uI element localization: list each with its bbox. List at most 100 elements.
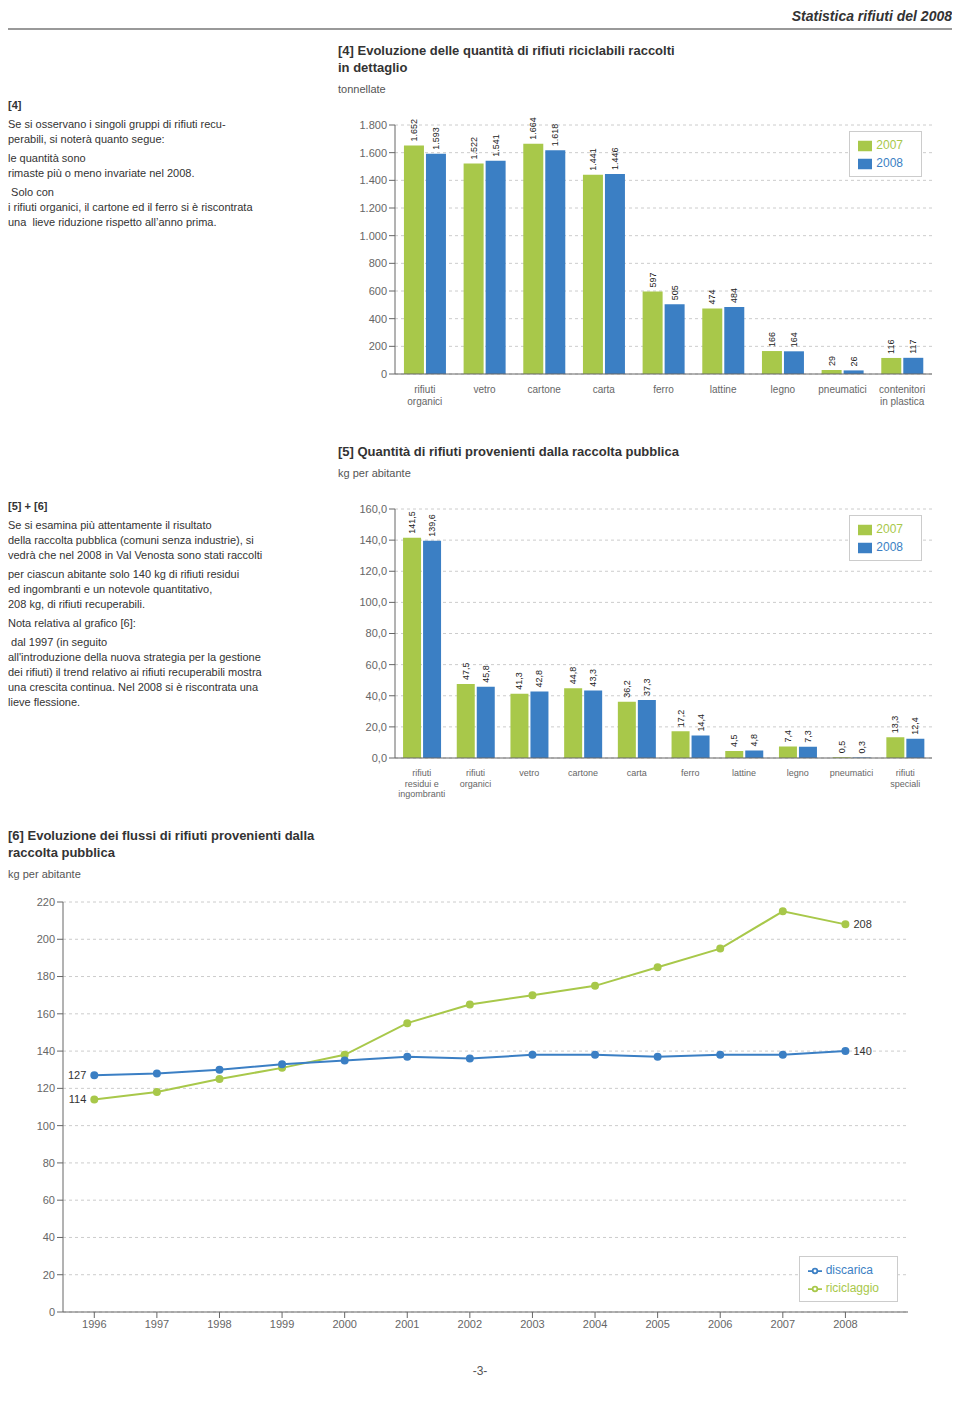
svg-text:2004: 2004 <box>583 1318 607 1330</box>
svg-text:vetro: vetro <box>519 768 539 778</box>
svg-text:1.664: 1.664 <box>528 117 538 140</box>
svg-text:1997: 1997 <box>145 1318 169 1330</box>
svg-text:ferro: ferro <box>681 768 700 778</box>
svg-text:1.618: 1.618 <box>550 124 560 147</box>
svg-text:7,4: 7,4 <box>783 730 793 743</box>
svg-text:rifiutiorganici: rifiutiorganici <box>407 384 442 407</box>
svg-text:29: 29 <box>827 356 837 366</box>
svg-text:1.000: 1.000 <box>359 230 387 242</box>
svg-text:20: 20 <box>43 1269 55 1281</box>
svg-text:0,5: 0,5 <box>837 741 847 754</box>
svg-text:1.652: 1.652 <box>409 119 419 142</box>
svg-text:2006: 2006 <box>708 1318 732 1330</box>
svg-text:200: 200 <box>369 340 387 352</box>
svg-text:114: 114 <box>69 1093 87 1105</box>
svg-text:13,3: 13,3 <box>890 716 900 734</box>
svg-text:1996: 1996 <box>82 1318 106 1330</box>
svg-text:100,0: 100,0 <box>359 596 387 608</box>
svg-text:1.593: 1.593 <box>431 127 441 150</box>
svg-text:45,8: 45,8 <box>481 665 491 683</box>
svg-text:42,8: 42,8 <box>534 670 544 688</box>
svg-text:2000: 2000 <box>332 1318 356 1330</box>
svg-text:164: 164 <box>789 332 799 347</box>
svg-text:100: 100 <box>37 1120 55 1132</box>
svg-text:139,6: 139,6 <box>427 514 437 537</box>
svg-text:pneumatici: pneumatici <box>818 384 866 395</box>
svg-text:legno: legno <box>771 384 796 395</box>
svg-text:120: 120 <box>37 1082 55 1094</box>
svg-text:legno: legno <box>787 768 809 778</box>
svg-text:474: 474 <box>707 289 717 304</box>
svg-text:2005: 2005 <box>645 1318 669 1330</box>
svg-text:40,0: 40,0 <box>366 690 387 702</box>
svg-text:180: 180 <box>37 970 55 982</box>
svg-text:2002: 2002 <box>458 1318 482 1330</box>
svg-text:cartone: cartone <box>568 768 598 778</box>
svg-text:20,0: 20,0 <box>366 721 387 733</box>
svg-text:1.600: 1.600 <box>359 147 387 159</box>
svg-text:ferro: ferro <box>653 384 674 395</box>
svg-text:0,3: 0,3 <box>857 741 867 754</box>
svg-text:1998: 1998 <box>207 1318 231 1330</box>
svg-text:rifiutiresidui eingombranti: rifiutiresidui eingombranti <box>398 768 445 799</box>
svg-text:1.441: 1.441 <box>588 148 598 171</box>
svg-text:1.400: 1.400 <box>359 174 387 186</box>
svg-text:2007: 2007 <box>771 1318 795 1330</box>
svg-text:0: 0 <box>49 1306 55 1318</box>
svg-text:37,3: 37,3 <box>642 678 652 696</box>
svg-text:4,5: 4,5 <box>729 734 739 747</box>
svg-text:60,0: 60,0 <box>366 659 387 671</box>
svg-text:44,8: 44,8 <box>568 667 578 685</box>
svg-text:200: 200 <box>37 933 55 945</box>
svg-text:140: 140 <box>37 1045 55 1057</box>
svg-text:160: 160 <box>37 1008 55 1020</box>
svg-text:4,8: 4,8 <box>749 734 759 747</box>
svg-text:117: 117 <box>908 339 918 353</box>
svg-text:26: 26 <box>849 356 859 366</box>
svg-text:carta: carta <box>627 768 647 778</box>
svg-text:400: 400 <box>369 313 387 325</box>
svg-text:800: 800 <box>369 257 387 269</box>
svg-text:166: 166 <box>767 332 777 347</box>
svg-text:14,4: 14,4 <box>696 714 706 732</box>
svg-text:40: 40 <box>43 1231 55 1243</box>
svg-text:rifiutiorganici: rifiutiorganici <box>460 768 492 788</box>
svg-text:60: 60 <box>43 1194 55 1206</box>
svg-text:pneumatici: pneumatici <box>830 768 874 778</box>
svg-text:2008: 2008 <box>833 1318 857 1330</box>
svg-text:160,0: 160,0 <box>359 503 387 515</box>
svg-text:127: 127 <box>68 1069 86 1081</box>
svg-text:vetro: vetro <box>473 384 496 395</box>
svg-text:1.522: 1.522 <box>469 137 479 160</box>
svg-text:7,3: 7,3 <box>803 730 813 743</box>
svg-text:lattine: lattine <box>710 384 737 395</box>
svg-text:12,4: 12,4 <box>910 717 920 735</box>
svg-text:80: 80 <box>43 1157 55 1169</box>
svg-text:1999: 1999 <box>270 1318 294 1330</box>
svg-text:contenitoriin plastica: contenitoriin plastica <box>879 384 925 407</box>
svg-text:17,2: 17,2 <box>676 710 686 728</box>
svg-text:0: 0 <box>381 368 387 380</box>
svg-text:2001: 2001 <box>395 1318 419 1330</box>
svg-text:597: 597 <box>648 272 658 287</box>
svg-text:80,0: 80,0 <box>366 627 387 639</box>
svg-text:1.446: 1.446 <box>610 147 620 170</box>
svg-text:141,5: 141,5 <box>407 511 417 534</box>
svg-text:116: 116 <box>886 340 896 354</box>
svg-text:cartone: cartone <box>527 384 561 395</box>
svg-text:1.200: 1.200 <box>359 202 387 214</box>
svg-text:0,0: 0,0 <box>372 752 387 764</box>
svg-text:505: 505 <box>670 285 680 300</box>
svg-text:41,3: 41,3 <box>514 672 524 690</box>
svg-text:carta: carta <box>593 384 616 395</box>
svg-text:1.800: 1.800 <box>359 119 387 131</box>
svg-text:140,0: 140,0 <box>359 534 387 546</box>
svg-text:43,3: 43,3 <box>588 669 598 687</box>
svg-text:2003: 2003 <box>520 1318 544 1330</box>
svg-text:120,0: 120,0 <box>359 565 387 577</box>
svg-text:36,2: 36,2 <box>622 680 632 698</box>
svg-text:1.541: 1.541 <box>491 134 501 157</box>
svg-text:208: 208 <box>853 918 871 930</box>
svg-text:lattine: lattine <box>732 768 756 778</box>
svg-text:47,5: 47,5 <box>461 663 471 681</box>
